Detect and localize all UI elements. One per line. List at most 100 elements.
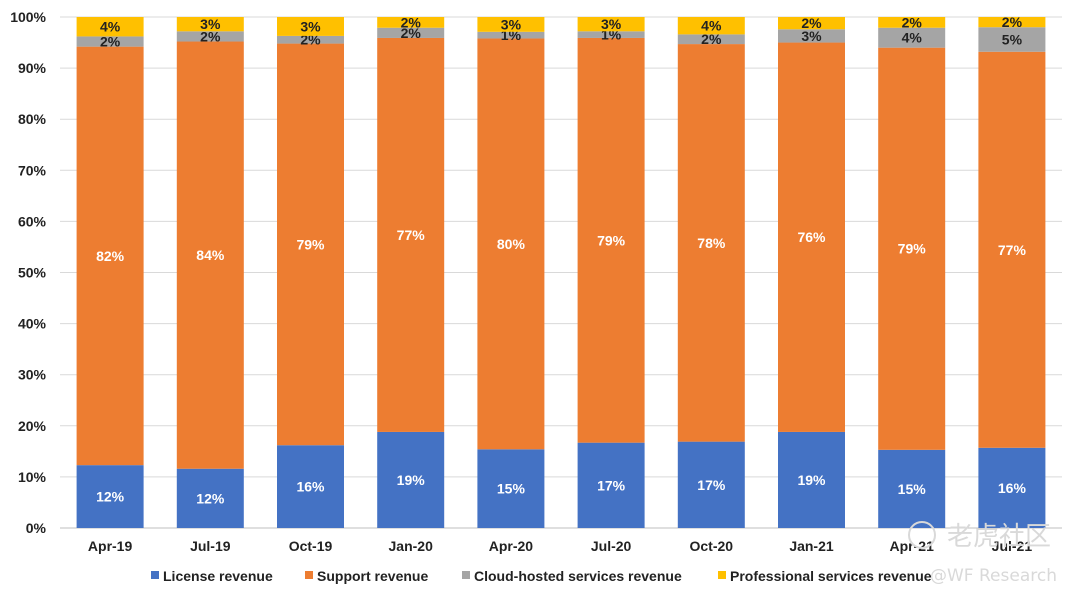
- bar-segment: [377, 431, 445, 528]
- data-label: 2%: [801, 15, 822, 31]
- data-label: 15%: [898, 481, 927, 497]
- data-label: 3%: [200, 16, 221, 32]
- bar-segment: [76, 36, 144, 47]
- bar-segment: [477, 38, 545, 450]
- bar-segment: [176, 31, 244, 42]
- bar-segment: [978, 17, 1046, 28]
- bar-segment: [577, 17, 645, 32]
- data-label: 2%: [100, 34, 121, 50]
- legend-label: Professional services revenue: [730, 568, 932, 584]
- bar-segment: [978, 447, 1046, 528]
- data-label: 12%: [196, 490, 225, 506]
- legend-swatch: [462, 571, 470, 579]
- watermark: 老虎社区 @WF Research: [908, 521, 1057, 586]
- legend-label: Cloud-hosted services revenue: [474, 568, 682, 584]
- data-label: 2%: [200, 28, 221, 44]
- bar-segment: [76, 46, 144, 466]
- data-label: 79%: [597, 232, 626, 248]
- bar-segment: [778, 431, 845, 528]
- bar-segment: [778, 29, 845, 43]
- data-label: 4%: [100, 19, 121, 35]
- bar-segment: [176, 468, 244, 528]
- data-label: 4%: [701, 18, 722, 34]
- bar-segment: [878, 47, 946, 450]
- y-tick-label: 0%: [26, 520, 47, 536]
- y-tick-label: 100%: [10, 9, 46, 25]
- bar-segment: [577, 37, 645, 443]
- data-label: 17%: [697, 477, 726, 493]
- data-label: 2%: [902, 14, 923, 30]
- data-label: 79%: [296, 236, 325, 252]
- x-tick-label: Oct-20: [690, 538, 734, 554]
- watermark-author: @WF Research: [930, 566, 1057, 586]
- bar-segment: [477, 17, 545, 32]
- bar-segment: [277, 17, 344, 36]
- data-label: 3%: [501, 16, 522, 32]
- bars: 12%82%2%4%12%84%2%3%16%79%2%3%19%77%2%2%…: [76, 14, 1046, 528]
- data-label: 77%: [397, 227, 426, 243]
- bar-segment: [677, 441, 745, 528]
- bar-segment: [477, 449, 545, 528]
- data-label: 3%: [601, 16, 622, 32]
- bar-segment: [477, 31, 545, 39]
- data-label: 12%: [96, 489, 125, 505]
- legend: License revenue Support revenue Cloud-host…: [151, 568, 932, 584]
- data-label: 2%: [401, 25, 422, 41]
- data-label: 2%: [401, 14, 422, 30]
- data-label: 79%: [898, 241, 927, 257]
- bar-segment: [978, 27, 1046, 52]
- data-label: 76%: [797, 229, 826, 245]
- y-axis-ticks: 0% 10% 20% 30% 40% 50% 60% 70% 80% 90% 100%: [10, 9, 46, 536]
- data-label: 80%: [497, 236, 526, 252]
- bar-segment: [878, 449, 946, 528]
- watermark-brand: 老虎社区: [947, 522, 1051, 552]
- bar-segment: [677, 17, 745, 35]
- data-label: 4%: [902, 30, 923, 46]
- data-label: 82%: [96, 248, 125, 264]
- data-label: 16%: [998, 480, 1027, 496]
- watermark-logo-icon: [908, 521, 936, 549]
- x-tick-label: Jul-20: [591, 538, 632, 554]
- bar-segment: [978, 51, 1046, 448]
- data-label: 19%: [397, 472, 426, 488]
- data-label: 5%: [1002, 31, 1023, 47]
- bar-segment: [277, 43, 344, 446]
- data-label: 16%: [296, 479, 325, 495]
- x-tick-label: Jul-21: [992, 538, 1033, 554]
- data-label: 2%: [701, 31, 722, 47]
- y-tick-label: 70%: [18, 162, 47, 178]
- data-label: 3%: [300, 18, 321, 34]
- legend-swatch: [151, 571, 159, 579]
- x-tick-label: Jan-21: [789, 538, 834, 554]
- bar-segment: [176, 17, 244, 32]
- x-tick-label: Jan-20: [389, 538, 434, 554]
- data-label: 78%: [697, 235, 726, 251]
- bar-segment: [76, 465, 144, 528]
- bar-segment: [277, 35, 344, 44]
- data-label: 77%: [998, 242, 1027, 258]
- y-tick-label: 10%: [18, 469, 47, 485]
- x-tick-label: Apr-19: [88, 538, 133, 554]
- data-label: 2%: [1002, 14, 1023, 30]
- x-axis-ticks: Apr-19 Jul-19 Oct-19 Jan-20 Apr-20 Jul-20 Oct-…: [88, 538, 1032, 554]
- y-tick-label: 90%: [18, 60, 47, 76]
- bar-segment: [377, 17, 445, 28]
- y-tick-label: 20%: [18, 418, 47, 434]
- bar-segment: [878, 27, 946, 48]
- y-tick-label: 80%: [18, 111, 47, 127]
- bar-segment: [176, 41, 244, 469]
- x-tick-label: Jul-19: [190, 538, 231, 554]
- y-tick-label: 40%: [18, 316, 47, 332]
- bar-segment: [878, 17, 946, 28]
- bar-segment: [277, 445, 344, 528]
- data-label: 17%: [597, 477, 626, 493]
- bar-segment: [677, 34, 745, 45]
- x-tick-label: Apr-20: [489, 538, 534, 554]
- y-tick-label: 30%: [18, 367, 47, 383]
- data-label: 84%: [196, 247, 225, 263]
- legend-label: License revenue: [163, 568, 273, 584]
- x-tick-label: Oct-19: [289, 538, 333, 554]
- y-tick-label: 50%: [18, 265, 47, 281]
